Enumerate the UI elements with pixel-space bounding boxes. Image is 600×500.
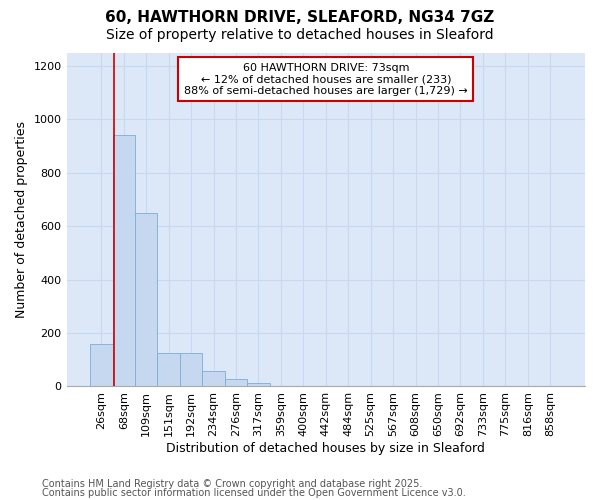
- Bar: [202, 371, 225, 386]
- Text: Contains HM Land Registry data © Crown copyright and database right 2025.: Contains HM Land Registry data © Crown c…: [42, 479, 422, 489]
- Bar: [135, 213, 157, 386]
- Text: 60 HAWTHORN DRIVE: 73sqm
← 12% of detached houses are smaller (233)
88% of semi-: 60 HAWTHORN DRIVE: 73sqm ← 12% of detach…: [184, 62, 467, 96]
- X-axis label: Distribution of detached houses by size in Sleaford: Distribution of detached houses by size …: [166, 442, 485, 455]
- Bar: [90, 344, 113, 386]
- Bar: [225, 379, 247, 386]
- Text: 60, HAWTHORN DRIVE, SLEAFORD, NG34 7GZ: 60, HAWTHORN DRIVE, SLEAFORD, NG34 7GZ: [106, 10, 494, 25]
- Y-axis label: Number of detached properties: Number of detached properties: [15, 121, 28, 318]
- Text: Contains public sector information licensed under the Open Government Licence v3: Contains public sector information licen…: [42, 488, 466, 498]
- Bar: [157, 353, 180, 386]
- Text: Size of property relative to detached houses in Sleaford: Size of property relative to detached ho…: [106, 28, 494, 42]
- Bar: [113, 136, 135, 386]
- Bar: [247, 384, 269, 386]
- Bar: [180, 353, 202, 386]
